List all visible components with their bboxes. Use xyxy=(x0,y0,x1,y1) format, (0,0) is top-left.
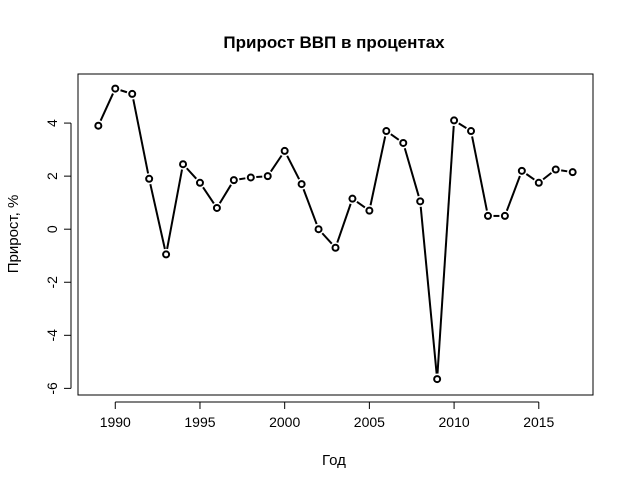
data-point xyxy=(500,211,509,220)
data-point xyxy=(179,160,188,169)
series-segment xyxy=(202,186,215,204)
data-point xyxy=(467,127,476,136)
data-point xyxy=(348,194,357,203)
data-point xyxy=(212,203,221,212)
series-segment xyxy=(542,172,553,181)
data-point xyxy=(145,174,154,183)
x-tick-label: 1990 xyxy=(100,414,131,430)
data-point xyxy=(280,146,289,155)
data-point xyxy=(517,166,526,175)
series-segment xyxy=(239,177,246,181)
data-point xyxy=(433,375,442,384)
series-segment xyxy=(166,169,184,250)
y-tick-label: 2 xyxy=(44,172,60,180)
series-segment xyxy=(186,167,198,180)
data-point xyxy=(111,84,120,93)
series-segment xyxy=(525,173,535,181)
y-tick-label: -6 xyxy=(44,382,60,395)
series-segment xyxy=(149,183,166,250)
data-point xyxy=(331,243,340,252)
x-tick-label: 1995 xyxy=(184,414,215,430)
series-segment xyxy=(336,203,352,243)
series-segment xyxy=(505,175,521,212)
x-axis: 1990 1995 2000 2005 2010 2015 xyxy=(100,401,555,430)
series-segment xyxy=(436,125,455,374)
y-tick-label: 4 xyxy=(44,119,60,127)
data-point xyxy=(297,180,306,189)
y-tick-label: 0 xyxy=(44,225,60,233)
x-axis-label: Год xyxy=(322,452,346,469)
data-point xyxy=(483,211,492,220)
plot-frame xyxy=(77,73,594,396)
x-tick-label: 2010 xyxy=(439,414,470,430)
series-segment xyxy=(321,232,333,245)
data-point xyxy=(162,250,171,259)
x-tick-label: 2000 xyxy=(269,414,300,430)
series-segment xyxy=(471,136,488,211)
series-segment xyxy=(99,93,114,122)
series-segment xyxy=(561,169,568,173)
series-segment xyxy=(356,201,366,209)
data-point xyxy=(195,178,204,187)
x-tick-label: 2015 xyxy=(523,414,554,430)
data-point xyxy=(399,138,408,147)
data-point xyxy=(551,165,560,174)
x-tick-label: 2005 xyxy=(354,414,385,430)
data-point xyxy=(263,172,272,181)
data-point xyxy=(416,197,425,206)
series-segment xyxy=(390,133,400,141)
series-segment xyxy=(218,184,232,204)
chart-title: Прирост ВВП в процентах xyxy=(223,33,445,52)
data-point xyxy=(229,176,238,185)
data-point xyxy=(128,89,137,98)
data-point xyxy=(534,178,543,187)
series-segment xyxy=(132,99,150,174)
series-segment xyxy=(302,188,318,225)
series-segment xyxy=(120,89,128,94)
data-point xyxy=(568,168,577,177)
series-segment xyxy=(419,206,438,374)
data-point xyxy=(314,225,323,234)
data-point xyxy=(94,121,103,130)
series-segment xyxy=(403,147,420,197)
data-point xyxy=(450,116,459,125)
data-point xyxy=(246,173,255,182)
plot-area xyxy=(94,84,577,384)
y-tick-label: -4 xyxy=(44,329,60,342)
data-point xyxy=(382,127,391,136)
y-tick-label: -2 xyxy=(44,276,60,289)
series-segment xyxy=(286,155,301,180)
data-point xyxy=(365,206,374,215)
series-segment xyxy=(458,122,467,129)
y-axis: -6 -4 -2 0 2 4 xyxy=(44,119,72,395)
series-segment xyxy=(369,136,387,206)
y-axis-label: Прирост, % xyxy=(5,195,22,274)
series-segment xyxy=(269,154,283,173)
